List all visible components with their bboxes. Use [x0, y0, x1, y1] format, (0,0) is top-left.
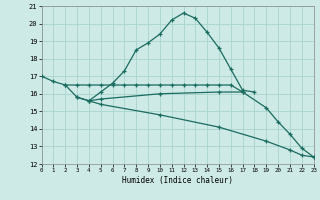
X-axis label: Humidex (Indice chaleur): Humidex (Indice chaleur) — [122, 176, 233, 185]
